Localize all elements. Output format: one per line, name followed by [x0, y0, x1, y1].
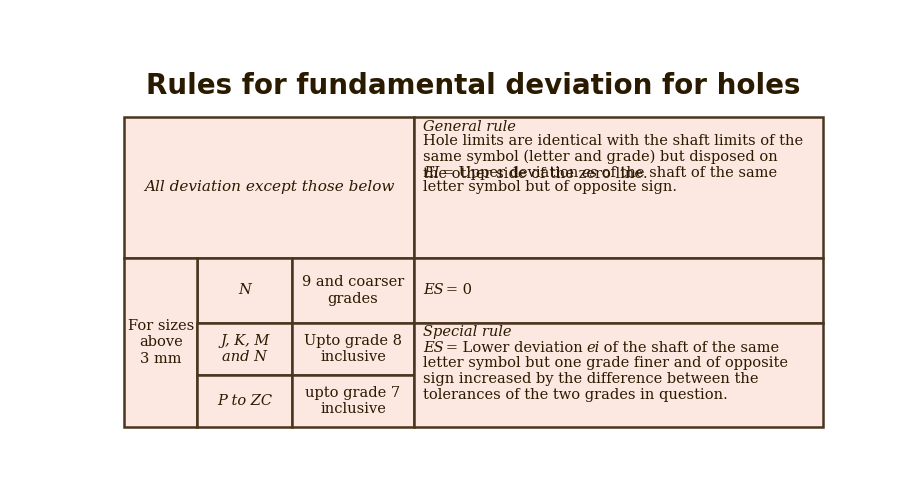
Text: of the shaft of the same: of the shaft of the same [600, 341, 779, 355]
Text: es: es [581, 166, 598, 180]
Text: General rule: General rule [423, 120, 516, 134]
Bar [198, 323, 292, 375]
Bar [124, 117, 414, 258]
Text: of the shaft of the same: of the shaft of the same [598, 166, 778, 180]
Bar [292, 323, 414, 375]
Bar [292, 258, 414, 323]
Text: N: N [238, 284, 251, 297]
Text: ei: ei [586, 341, 600, 355]
Text: EI: EI [423, 166, 439, 180]
Bar [414, 323, 823, 427]
Text: upto grade 7
inclusive: upto grade 7 inclusive [306, 386, 400, 416]
Text: 9 and coarser
grades: 9 and coarser grades [302, 275, 404, 305]
Text: Special rule: Special rule [423, 325, 511, 339]
Text: = 0: = 0 [444, 284, 472, 297]
Text: ES: ES [423, 341, 444, 355]
Text: ES: ES [423, 284, 444, 297]
Text: = Lower deviation: = Lower deviation [444, 341, 586, 355]
Text: = Upper deviation: = Upper deviation [439, 166, 581, 180]
Text: Rules for fundamental deviation for holes: Rules for fundamental deviation for hole… [146, 72, 801, 100]
Text: J, K, M
and N: J, K, M and N [220, 334, 269, 364]
Bar [414, 258, 823, 323]
Text: Hole limits are identical with the shaft limits of the
same symbol (letter and g: Hole limits are identical with the shaft… [423, 134, 803, 181]
Text: All deviation except those below: All deviation except those below [144, 181, 395, 194]
Bar [198, 258, 292, 323]
Bar [198, 375, 292, 427]
Bar [414, 117, 823, 258]
Text: letter symbol but one grade finer and of opposite
sign increased by the differen: letter symbol but one grade finer and of… [423, 356, 788, 403]
Text: Upto grade 8
inclusive: Upto grade 8 inclusive [304, 334, 402, 364]
Text: P to ZC: P to ZC [217, 394, 273, 408]
Text: For sizes
above
3 mm: For sizes above 3 mm [128, 319, 194, 366]
Bar [292, 375, 414, 427]
Bar [124, 258, 198, 427]
Text: letter symbol but of opposite sign.: letter symbol but of opposite sign. [423, 180, 676, 194]
